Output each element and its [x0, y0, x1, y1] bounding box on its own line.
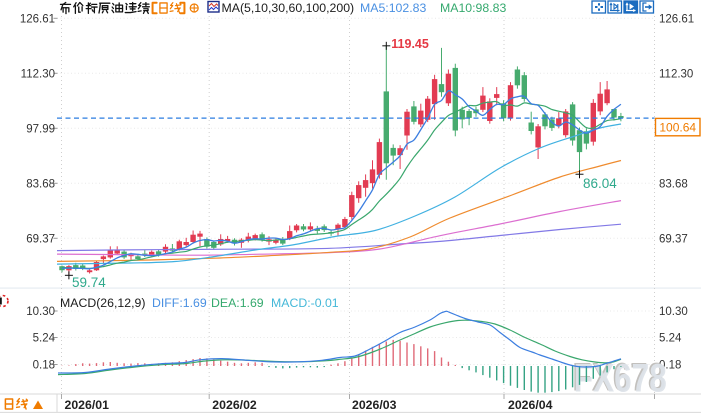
svg-text:83.68: 83.68 — [26, 178, 55, 190]
svg-text:83.68: 83.68 — [659, 178, 688, 190]
svg-text:119.45: 119.45 — [391, 37, 429, 51]
svg-text:5.24: 5.24 — [33, 333, 56, 345]
svg-text:FX678: FX678 — [574, 357, 667, 401]
svg-text:2026/03: 2026/03 — [352, 398, 397, 412]
svg-text:2026/04: 2026/04 — [508, 398, 553, 412]
svg-text:100.64: 100.64 — [659, 121, 696, 135]
svg-text:MACD:-0.01: MACD:-0.01 — [271, 296, 339, 310]
svg-text:MA(5,10,30,60,100,200): MA(5,10,30,60,100,200) — [222, 1, 355, 15]
svg-text:59.74: 59.74 — [72, 275, 106, 290]
svg-text:0.18: 0.18 — [33, 360, 55, 372]
svg-text:2026/02: 2026/02 — [212, 398, 257, 412]
svg-text:DEA:1.69: DEA:1.69 — [211, 296, 264, 310]
svg-text:MACD(26,12,9): MACD(26,12,9) — [60, 296, 145, 310]
svg-text:2026/01: 2026/01 — [65, 398, 110, 412]
svg-text:126.61: 126.61 — [659, 13, 694, 25]
svg-text:DIFF:1.69: DIFF:1.69 — [152, 296, 207, 310]
svg-text:112.30: 112.30 — [21, 68, 55, 80]
svg-text:MA10:98.83: MA10:98.83 — [440, 1, 506, 15]
svg-text:MA5:102.83: MA5:102.83 — [360, 1, 426, 15]
svg-text:10.30: 10.30 — [26, 306, 55, 318]
svg-text:86.04: 86.04 — [583, 176, 617, 191]
svg-text:FX678: FX678 — [572, 355, 665, 399]
svg-text:69.37: 69.37 — [659, 233, 688, 245]
svg-text:5.24: 5.24 — [659, 333, 682, 345]
svg-text:126.61: 126.61 — [20, 13, 55, 25]
svg-text:69.37: 69.37 — [26, 233, 55, 245]
svg-text:112.30: 112.30 — [659, 68, 693, 80]
svg-text:10.30: 10.30 — [659, 306, 688, 318]
svg-text:0.18: 0.18 — [659, 360, 681, 372]
svg-text:97.99: 97.99 — [26, 123, 55, 135]
